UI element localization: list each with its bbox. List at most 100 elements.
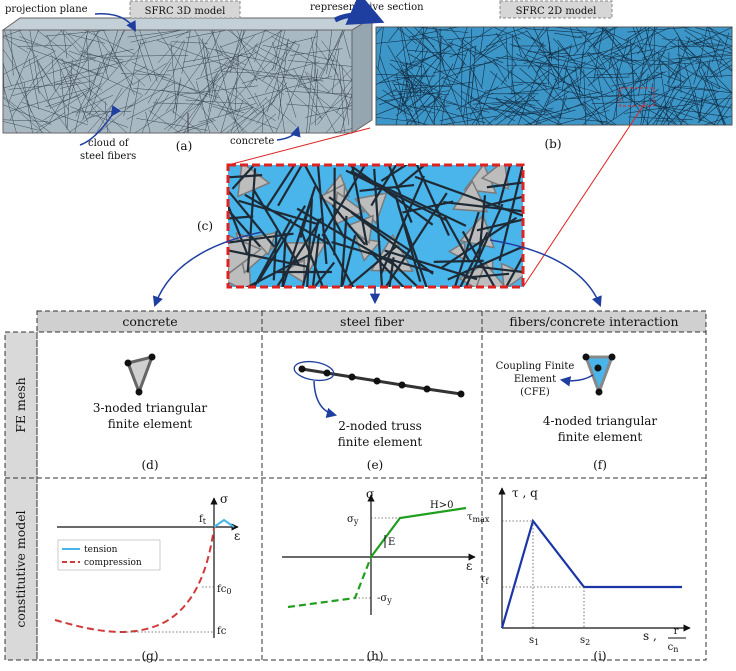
- fiber: [186, 30, 226, 39]
- fiber: [306, 63, 313, 133]
- fiber: [86, 104, 134, 119]
- fiber: [684, 63, 701, 121]
- fiber: [241, 61, 320, 84]
- fiber: [592, 27, 615, 48]
- fiber: [395, 85, 439, 116]
- table-border: [36, 310, 707, 661]
- fiber: [21, 102, 88, 126]
- fiber: [469, 92, 486, 117]
- fiber: [228, 174, 263, 179]
- fiber: [654, 51, 720, 90]
- fiber: [183, 55, 222, 63]
- fiber: [536, 65, 570, 112]
- fiber: [305, 105, 352, 118]
- fiber: [129, 79, 140, 133]
- fiber: [264, 165, 296, 211]
- fiber: [529, 94, 563, 125]
- fiber: [528, 111, 547, 125]
- fiber: [173, 119, 215, 133]
- fiber: [231, 165, 256, 190]
- fiber: [131, 61, 208, 97]
- fiber: [583, 69, 587, 125]
- fiber: [597, 52, 636, 66]
- fiber: [491, 102, 517, 105]
- fiber: [387, 45, 409, 84]
- fiber: [603, 27, 625, 49]
- fiber: [3, 62, 12, 86]
- fiber: [261, 105, 265, 133]
- fiber: [157, 30, 196, 90]
- fiber: [254, 30, 266, 62]
- fiber: [471, 36, 504, 66]
- fiber: [247, 75, 333, 100]
- column-title: steel fiber: [340, 314, 404, 329]
- fiber: [3, 36, 28, 53]
- fiber: [500, 63, 517, 86]
- fiber: [228, 97, 240, 133]
- cfe-label: (CFE): [520, 387, 550, 398]
- fiber: [227, 30, 257, 52]
- fiber: [395, 165, 427, 190]
- fiber: [377, 27, 384, 70]
- fiber: [180, 85, 258, 95]
- fiber: [351, 165, 368, 246]
- fiber: [214, 99, 248, 133]
- fiber: [376, 27, 383, 35]
- fiber: [632, 27, 655, 81]
- fiber: [172, 41, 186, 75]
- fiber: [248, 30, 281, 88]
- fiber: [453, 27, 468, 70]
- fiber: [262, 44, 306, 54]
- fiber: [272, 230, 278, 281]
- fiber: [59, 57, 103, 91]
- fiber: [710, 82, 725, 125]
- fiber: [60, 57, 141, 79]
- fiber: [701, 35, 732, 71]
- fc0: fc: [217, 584, 227, 595]
- fiber: [200, 30, 222, 77]
- fiber: [420, 31, 459, 79]
- fiber: [548, 77, 580, 103]
- fiber: [181, 30, 191, 74]
- fiber: [8, 30, 40, 103]
- fiber: [505, 55, 577, 72]
- fiber: [623, 103, 691, 114]
- fiber: [707, 27, 723, 78]
- fiber: [389, 63, 423, 92]
- fiber: [634, 52, 665, 82]
- element-description: finite element: [108, 417, 193, 431]
- fiber: [134, 69, 167, 79]
- fiber: [238, 199, 319, 226]
- fiber: [593, 47, 622, 96]
- fiber: [3, 62, 5, 96]
- fiber: [285, 91, 352, 95]
- fiber: [711, 38, 721, 63]
- column-title: fibers/concrete interaction: [509, 314, 678, 329]
- projection-plane-label: projection plane: [5, 4, 88, 15]
- fiber: [3, 48, 24, 80]
- element-description: 2-noded truss: [338, 419, 422, 433]
- fiber: [254, 92, 274, 133]
- fiber: [565, 66, 605, 70]
- fiber: [287, 60, 352, 67]
- fiber: [648, 97, 690, 125]
- axis-label: σ: [366, 487, 374, 501]
- fiber: [622, 71, 667, 88]
- sy: σ: [347, 514, 354, 525]
- fiber: [80, 50, 120, 63]
- column-title: concrete: [122, 314, 177, 329]
- fiber: [292, 67, 309, 94]
- node: [457, 390, 465, 398]
- fiber: [574, 65, 581, 98]
- fiber: [220, 77, 238, 133]
- fiber: [587, 76, 630, 79]
- fiber: [397, 88, 421, 111]
- fiber: [468, 28, 473, 104]
- compression-curve: [54, 527, 215, 633]
- fiber: [531, 82, 601, 100]
- ratio-numerator: r: [674, 626, 679, 637]
- zoom-line: [522, 102, 646, 288]
- fiber: [51, 58, 56, 92]
- fiber: [252, 50, 287, 71]
- fiber: [497, 27, 528, 37]
